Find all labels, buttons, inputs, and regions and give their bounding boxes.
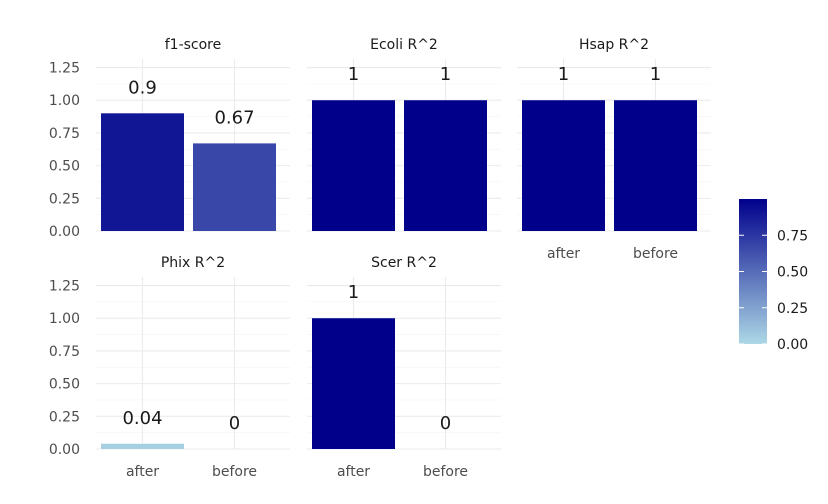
- panel-title: f1-score: [165, 37, 222, 53]
- bar-before: [193, 143, 276, 231]
- data-label: 1: [348, 64, 359, 85]
- y-tick-label: 1.00: [49, 93, 80, 109]
- panel-title: Hsap R^2: [579, 37, 649, 53]
- data-label: 1: [650, 64, 661, 85]
- color-legend: 0.00 0.25 0.50 0.75: [739, 199, 808, 353]
- bar-after: [101, 443, 184, 449]
- panel-4: Scer R^2 1 0 after before: [307, 255, 501, 480]
- data-label: 1: [440, 64, 451, 85]
- y-tick-label: 0.75: [49, 126, 80, 142]
- bar-after: [101, 113, 184, 231]
- x-tick-label: before: [633, 246, 678, 262]
- x-tick-label: before: [212, 464, 257, 480]
- data-label: 1: [558, 64, 569, 85]
- panel-title: Phix R^2: [161, 255, 225, 271]
- panel-1: Ecoli R^21 1: [307, 37, 501, 232]
- x-tick-label: after: [547, 246, 580, 262]
- legend-tick-label: 0.50: [777, 265, 808, 281]
- y-tick-label: 1.25: [49, 279, 80, 295]
- bar-after: [312, 100, 395, 231]
- data-label: 0: [229, 413, 240, 434]
- panel-title: Ecoli R^2: [370, 37, 438, 53]
- x-tick-label: after: [337, 464, 370, 480]
- x-tick-label: after: [126, 464, 159, 480]
- panel-3: Phix R^2 0.04 0 0.00 0.25 0.50 0.75 1.00 1.25 aft…: [49, 255, 290, 480]
- panel-0: f1-score 0.9 0.67 0.00 0.25 0.50 0.75 1.00 1.25: [49, 37, 290, 240]
- data-label: 0.67: [214, 107, 254, 128]
- legend-tick-label: 0.00: [777, 337, 808, 353]
- data-label: 0: [440, 413, 451, 434]
- bar-before: [404, 100, 487, 231]
- y-tick-label: 1.00: [49, 311, 80, 327]
- panel-title: Scer R^2: [371, 255, 437, 271]
- bar-after: [522, 100, 605, 231]
- y-tick-label: 0.00: [49, 224, 80, 240]
- y-tick-label: 0.50: [49, 377, 80, 393]
- data-label: 0.04: [122, 408, 162, 429]
- legend-tick-label: 0.25: [777, 301, 808, 317]
- y-tick-label: 0.50: [49, 159, 80, 175]
- panels: f1-score 0.9 0.67 0.00 0.25 0.50 0.75 1.00 1.25 E…: [49, 37, 711, 480]
- y-tick-label: 0.25: [49, 409, 80, 425]
- y-tick-label: 0.00: [49, 442, 80, 458]
- panel-grid: [96, 277, 290, 450]
- data-label: 0.9: [128, 77, 157, 98]
- x-tick-label: before: [423, 464, 468, 480]
- y-tick-label: 1.25: [49, 61, 80, 77]
- bar-after: [312, 318, 395, 449]
- data-label: 1: [348, 282, 359, 303]
- bar-before: [614, 100, 697, 231]
- legend-tick-label: 0.75: [777, 228, 808, 244]
- y-tick-label: 0.75: [49, 344, 80, 360]
- y-tick-label: 0.25: [49, 191, 80, 207]
